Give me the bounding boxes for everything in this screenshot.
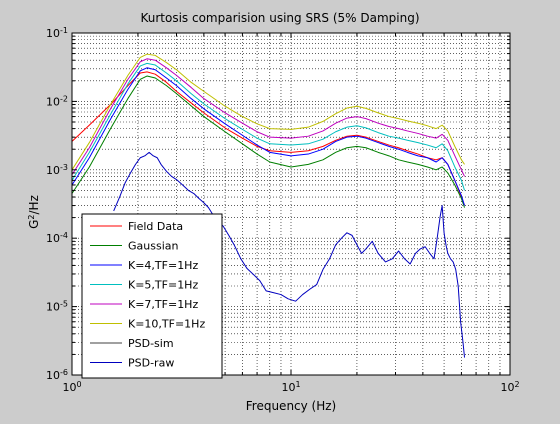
x-tick-label: 102 bbox=[500, 380, 519, 395]
series-layer bbox=[71, 53, 466, 358]
y-tick-label: 10-5 bbox=[46, 299, 68, 314]
legend-label: K=5,TF=1Hz bbox=[128, 279, 198, 292]
series-line-0 bbox=[71, 71, 465, 206]
y-axis-label-text: G2/Hz bbox=[27, 195, 42, 229]
series-line-3 bbox=[71, 62, 466, 191]
y-tick-label: 10-4 bbox=[46, 231, 68, 246]
legend-label: Field Data bbox=[128, 220, 183, 233]
legend-label: K=7,TF=1Hz bbox=[128, 298, 198, 311]
ticks bbox=[71, 33, 510, 376]
chart-title: Kurtosis comparision using SRS (5% Dampi… bbox=[140, 11, 419, 25]
legend-box bbox=[81, 213, 223, 379]
legend-label: PSD-raw bbox=[128, 357, 174, 370]
x-tick-label: 100 bbox=[62, 380, 81, 395]
legend: Field Data Gaussian K=4,TF=1Hz K=5,TF=1Hz K=… bbox=[81, 213, 223, 379]
series-line-2 bbox=[71, 67, 466, 206]
legend-label: Gaussian bbox=[128, 240, 178, 253]
series-line-7 bbox=[113, 151, 466, 358]
x-axis-label: Frequency (Hz) bbox=[246, 399, 337, 413]
y-tick-label: 10-6 bbox=[46, 368, 68, 383]
y-tick-label: 10-1 bbox=[46, 26, 68, 41]
x-tick-label: 101 bbox=[281, 380, 300, 395]
tick-labels: 100 101 102 10-6 10-5 10-4 10-3 10-2 10-1 bbox=[46, 26, 520, 395]
y-tick-label: 10-2 bbox=[46, 94, 68, 109]
y-axis-label: G2/Hz bbox=[27, 195, 42, 229]
series-line-5 bbox=[71, 53, 465, 171]
series-line-4 bbox=[71, 58, 465, 177]
legend-label: K=4,TF=1Hz bbox=[128, 259, 198, 272]
legend-label: K=10,TF=1Hz bbox=[128, 318, 205, 331]
legend-label: PSD-sim bbox=[128, 337, 174, 350]
series-line-1 bbox=[71, 75, 466, 208]
y-tick-label: 10-3 bbox=[46, 162, 68, 177]
